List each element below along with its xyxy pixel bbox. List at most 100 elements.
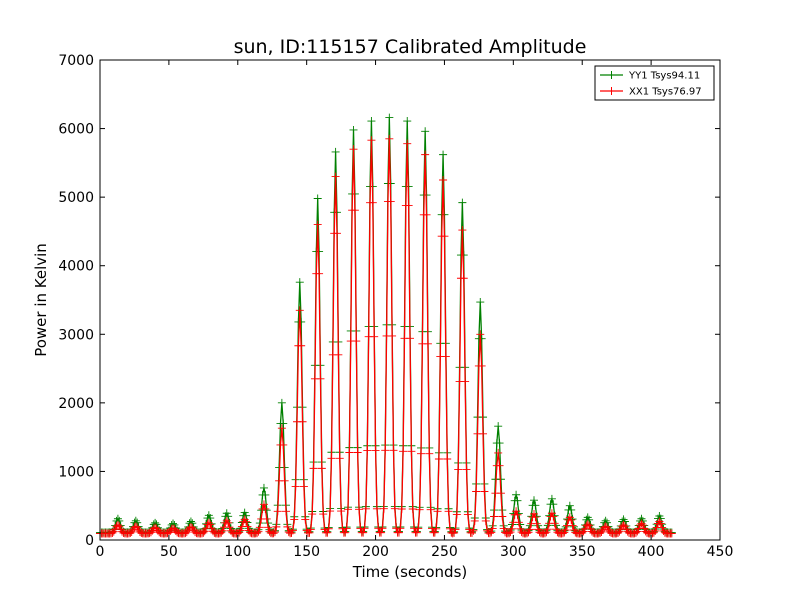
data-point-marker (480, 487, 489, 496)
data-point-marker (651, 526, 660, 535)
data-point-marker (353, 448, 362, 457)
data-point-marker (499, 524, 508, 533)
y-tick-label: 5000 (58, 190, 94, 206)
data-point-marker (349, 145, 358, 154)
x-tick-label: 450 (707, 544, 734, 560)
data-point-marker (404, 201, 413, 210)
data-point-marker (259, 500, 268, 509)
data-point-marker (290, 515, 299, 524)
data-point-marker (514, 518, 523, 527)
legend-marker-yy1 (607, 71, 616, 79)
data-point-marker (421, 127, 430, 136)
data-point-marker (264, 523, 273, 532)
data-point-marker (477, 334, 486, 343)
data-point-marker (370, 332, 379, 341)
data-point-marker (315, 269, 324, 278)
data-point-marker (406, 334, 414, 343)
data-point-marker (597, 527, 606, 536)
data-point-marker (291, 482, 300, 491)
data-point-marker (323, 528, 332, 537)
y-tick-label: 6000 (58, 122, 94, 138)
data-point-marker (549, 500, 558, 509)
data-point-marker (408, 505, 417, 514)
data-point-marker (217, 528, 226, 537)
data-point-marker (388, 331, 397, 340)
data-point-marker (432, 524, 441, 533)
x-tick-label: 50 (160, 544, 178, 560)
data-point-marker (272, 522, 281, 531)
y-tick-label: 1000 (58, 464, 94, 480)
data-point-marker (505, 529, 514, 538)
data-point-marker (350, 206, 359, 215)
data-point-marker (297, 317, 306, 326)
data-point-marker (345, 448, 354, 457)
data-point-marker (254, 527, 263, 536)
data-point-marker (513, 496, 522, 505)
y-tick-label: 0 (85, 533, 94, 549)
y-axis: 0 1000 2000 3000 4000 5000 6000 7000 (58, 53, 720, 549)
data-point-marker (490, 512, 499, 521)
x-axis-label: Time (seconds) (352, 563, 468, 581)
data-point-marker (543, 525, 552, 534)
chart-title: sun, ID:115157 Calibrated Amplitude (234, 36, 587, 58)
data-point-marker (531, 501, 540, 510)
data-point-marker (113, 520, 122, 529)
data-point-marker (516, 524, 525, 533)
data-point-marker (316, 374, 325, 383)
data-point-marker (372, 504, 381, 513)
data-point-marker (495, 461, 504, 470)
data-point-marker (309, 464, 318, 473)
series-xx1 (96, 134, 676, 538)
data-point-marker (199, 528, 208, 537)
data-point-marker (479, 429, 488, 438)
data-point-marker (377, 528, 386, 537)
x-tick-label: 150 (293, 544, 320, 560)
data-point-marker (243, 522, 252, 531)
data-point-marker (439, 176, 448, 184)
data-point-marker (655, 517, 664, 526)
legend: YY1 Tsys94.11 XX1 Tsys76.97 (594, 65, 715, 101)
data-point-marker (299, 482, 308, 491)
data-point-marker (222, 516, 231, 525)
data-point-marker (308, 510, 317, 519)
data-point-marker (415, 505, 424, 514)
data-point-marker (433, 507, 442, 516)
data-point-marker (463, 510, 472, 519)
data-point-marker (394, 528, 403, 537)
data-point-marker (414, 524, 423, 533)
data-point-marker (301, 515, 310, 524)
data-point-marker (331, 172, 340, 181)
data-point-marker (280, 476, 289, 485)
data-point-marker (282, 507, 290, 516)
data-point-marker (261, 504, 270, 513)
data-point-marker (363, 446, 372, 455)
data-point-marker (327, 454, 336, 463)
data-point-marker (371, 446, 380, 455)
data-point-marker (341, 528, 350, 537)
x-tick-label: 100 (224, 544, 251, 560)
data-point-marker (565, 501, 574, 510)
y-tick-label: 2000 (58, 396, 94, 412)
data-point-marker (469, 526, 478, 535)
data-point-marker (407, 447, 416, 456)
data-point-marker (259, 483, 268, 492)
data-point-marker (324, 524, 333, 533)
data-point-marker (359, 528, 368, 537)
data-point-marker (450, 528, 459, 537)
data-point-marker (494, 448, 503, 457)
data-point-marker (451, 525, 460, 534)
data-point-marker (255, 523, 264, 532)
data-point-marker (444, 507, 453, 516)
data-point-marker (389, 446, 398, 455)
data-point-marker (496, 489, 505, 498)
data-point-marker (494, 422, 503, 431)
data-point-marker (240, 508, 249, 517)
data-point-marker (547, 509, 556, 518)
data-point-marker (313, 220, 322, 229)
data-point-marker (378, 524, 387, 533)
data-point-marker (476, 298, 485, 307)
data-point-marker (568, 521, 577, 530)
data-point-marker (495, 439, 504, 448)
data-point-marker (188, 524, 197, 533)
